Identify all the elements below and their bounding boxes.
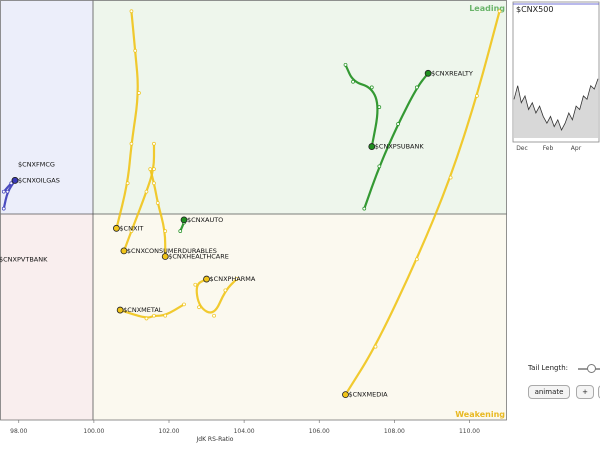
tail-point-cnxit: [137, 91, 141, 95]
mini-chart-ticks: Dec Feb Apr: [516, 145, 582, 152]
tail-point-cnxpharma: [234, 277, 239, 281]
head-cnxrealty[interactable]: [424, 69, 432, 77]
mini-area-fill: [514, 78, 598, 138]
tail-point-cnxhealthcare: [148, 167, 153, 171]
tail-cnxconsumerdurables: [122, 142, 156, 252]
label-cnxmedia: $CNXMEDIA: [349, 391, 389, 399]
x-axis-title: JdK RS-Ratio: [196, 436, 234, 443]
tail-cnxit: [115, 10, 139, 230]
tail-point-cnxit: [129, 141, 134, 146]
weakening-quadrant: [93, 214, 507, 420]
weakening-label: Weakening: [455, 410, 505, 419]
label-cnxmetal: $CNXMETAL: [123, 306, 163, 314]
tail-point-cnxconsumerdurables: [152, 141, 156, 146]
tail-point-cnxmetal: [182, 302, 186, 307]
tail-point-cnxmetal: [152, 313, 156, 318]
head-cnxpharma[interactable]: [203, 275, 210, 283]
tail-length-slider[interactable]: [586, 364, 596, 373]
tail-point-cnxrealty: [362, 206, 367, 211]
rrg-points: [1, 9, 502, 399]
x-tick-label: 100.00: [83, 428, 104, 435]
animate-button[interactable]: animate: [528, 385, 570, 399]
head-cnxit[interactable]: [113, 224, 120, 232]
tail-point-cnxpsubank: [351, 79, 355, 84]
tail-point-cnxfmcg: [9, 181, 14, 186]
tail-point-cnxpsubank: [369, 85, 374, 90]
head-cnxauto[interactable]: [180, 216, 188, 224]
tail-point-cnxit: [133, 48, 138, 53]
tail-point-cnxit: [129, 9, 134, 14]
tail-point-cnxpharma: [212, 313, 216, 318]
lagging-quadrant: [0, 214, 93, 420]
tail-point-cnxmedia: [373, 344, 378, 349]
rrg-labels: $CNXFMCG $CNXOILGAS $CNXPVTBANK $CNXREALTY $…: [0, 69, 473, 398]
x-tick-label: 102.00: [159, 428, 180, 435]
label-cnxconsumerdurables: $CNXCONSUMERDURABLES: [127, 247, 217, 255]
tail-point-cnxfmcg: [1, 189, 6, 194]
tail-point-cnxmetal: [163, 313, 168, 318]
label-cnxhealthcare: $CNXHEALTHCARE: [168, 253, 229, 261]
leading-quadrant: [93, 0, 507, 214]
label-cnxpharma: $CNXPHARMA: [210, 275, 256, 283]
mini-x-tick: Feb: [543, 145, 554, 152]
tail-point-cnxrealty: [396, 122, 400, 126]
label-cnxrealty: $CNXREALTY: [431, 69, 473, 77]
tail-point-cnxhealthcare: [152, 181, 156, 186]
tail-point-cnxconsumerdurables: [152, 167, 156, 171]
head-cnxoilgas[interactable]: [11, 177, 19, 184]
mini-x-tick: Dec: [516, 145, 528, 152]
tail-point-cnxconsumerdurables: [144, 189, 149, 194]
tail-point-cnxpsubank: [343, 62, 348, 67]
tail-point-cnxpharma: [193, 282, 198, 287]
head-cnxconsumerdurables[interactable]: [120, 247, 128, 255]
tail-point-cnxoilgas: [5, 189, 10, 194]
label-cnxit: $CNXIT: [119, 224, 143, 232]
tail-point-cnxmedia: [497, 9, 502, 14]
mini-price-chart: $CNX500 Dec Feb Apr: [512, 1, 600, 152]
tail-point-cnxmedia: [475, 93, 479, 98]
tail-point-cnxmetal: [144, 316, 149, 321]
x-tick-label: 106.00: [309, 428, 330, 435]
tail-point-cnxhealthcare: [163, 229, 168, 233]
tail-point-cnxmedia: [448, 175, 453, 180]
side-panel: $CNX500 Dec Feb Apr Tail Length: animate +…: [510, 0, 600, 450]
label-cnxoilgas: $CNXOILGAS: [18, 176, 60, 184]
tail-point-cnxrealty: [377, 164, 382, 169]
mini-x-tick: Apr: [571, 145, 582, 152]
tail-point-cnxit: [125, 181, 130, 186]
tail-point-cnxconsumerdurables: [129, 229, 134, 233]
tail-point-cnxpharma: [197, 305, 201, 310]
rrg-chart: Leading Weakening 98.00 100.00 102.00 104.0…: [0, 0, 507, 443]
x-tick-label: 110.00: [459, 428, 480, 435]
tail-point-cnxauto: [178, 229, 183, 233]
tail-point-cnxrealty: [415, 85, 419, 90]
mini-chart-title: $CNX500: [516, 5, 553, 14]
head-cnxmedia[interactable]: [342, 391, 349, 399]
x-tick-label: 108.00: [384, 428, 405, 435]
label-cnxpvtbank: $CNXPVTBANK: [0, 255, 48, 263]
tail-cnxpharma: [195, 278, 238, 314]
x-tick-label: 104.00: [234, 428, 255, 435]
tail-length-label: Tail Length:: [528, 364, 569, 372]
mini-price-line: [513, 78, 599, 131]
tail-point-cnxhealthcare: [155, 201, 160, 205]
head-cnxhealthcare[interactable]: [161, 253, 169, 260]
x-tick-label: 98.00: [10, 428, 27, 435]
mini-chart-area: [513, 78, 599, 138]
x-axis-ticks: 98.00 100.00 102.00 104.00 106.00 108.00 110.0…: [10, 420, 480, 435]
tail-point-cnxpsubank: [377, 105, 382, 109]
tail-point-cnxpharma: [223, 288, 228, 293]
tail-cnxmedia: [344, 10, 501, 396]
tail-cnxpsubank: [344, 63, 379, 148]
label-cnxfmcg: $CNXFMCG: [18, 160, 55, 168]
plot-frame: [0, 0, 507, 421]
label-cnxauto: $CNXAUTO: [187, 216, 223, 224]
tail-point-cnxmedia: [415, 257, 419, 262]
leading-label: Leading: [469, 4, 505, 13]
head-cnxpsubank[interactable]: [368, 143, 376, 150]
tail-point-cnxoilgas: [1, 206, 6, 211]
head-cnxmetal[interactable]: [116, 306, 124, 314]
label-cnxpsubank: $CNXPSUBANK: [375, 143, 425, 151]
plus-button[interactable]: +: [576, 385, 594, 399]
